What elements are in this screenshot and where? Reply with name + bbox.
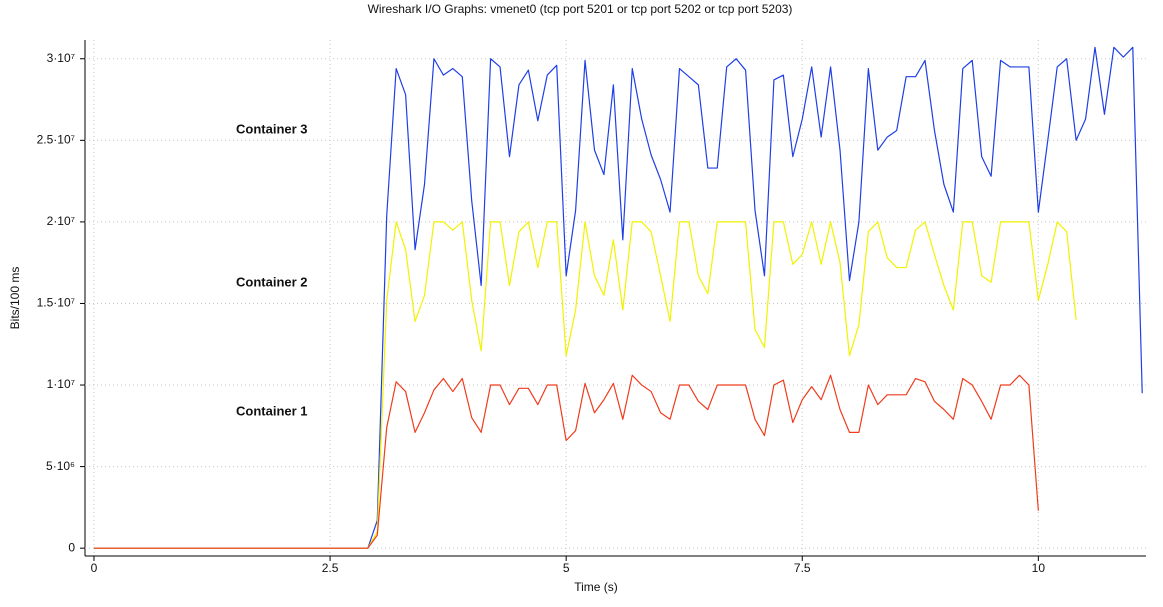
y-tick-label: 1·10⁷ — [47, 377, 75, 391]
y-tick-label: 3·10⁷ — [47, 51, 75, 65]
y-tick-label: 2·10⁷ — [47, 214, 75, 228]
series-line — [93, 46, 1143, 549]
series-line — [93, 221, 1077, 549]
x-tick-label: 0 — [91, 561, 98, 575]
x-tick-label: 10 — [1032, 561, 1046, 575]
x-tick-label: 2.5 — [322, 561, 339, 575]
y-tick-label: 5·10⁶ — [46, 459, 75, 473]
y-tick-label: 0 — [68, 540, 75, 554]
chart-title: Wireshark I/O Graphs: vmenet0 (tcp port … — [368, 2, 793, 16]
x-tick-label: 5 — [563, 561, 570, 575]
x-tick-label: 7.5 — [794, 561, 811, 575]
y-tick-label: 1.5·10⁷ — [37, 296, 75, 310]
y-tick-label: 2.5·10⁷ — [37, 133, 75, 147]
y-axis-label: Bits/100 ms — [8, 267, 22, 330]
series-label: Container 2 — [236, 274, 308, 289]
x-axis-label: Time (s) — [574, 580, 618, 594]
series-line — [93, 374, 1039, 549]
series-label: Container 3 — [236, 121, 308, 136]
series-label: Container 1 — [236, 403, 308, 418]
